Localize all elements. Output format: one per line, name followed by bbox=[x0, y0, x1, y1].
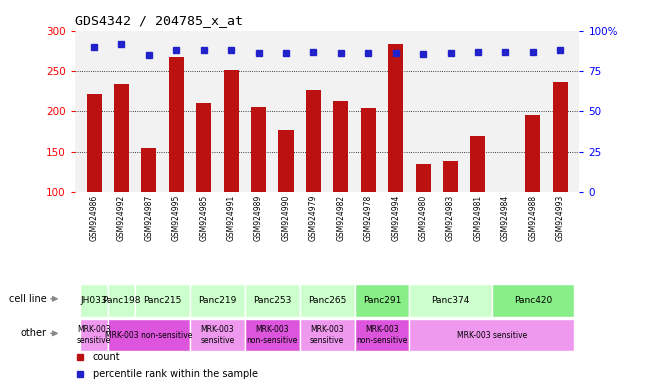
Bar bbox=[80, 319, 108, 351]
Bar bbox=[388, 45, 403, 192]
Bar bbox=[114, 84, 129, 192]
Text: GSM924990: GSM924990 bbox=[281, 195, 290, 241]
Text: GSM924992: GSM924992 bbox=[117, 195, 126, 241]
Bar bbox=[87, 94, 102, 192]
Text: GSM924986: GSM924986 bbox=[90, 195, 98, 241]
Text: MRK-003
non-sensitive: MRK-003 non-sensitive bbox=[247, 325, 298, 345]
Text: GSM924979: GSM924979 bbox=[309, 195, 318, 241]
Text: other: other bbox=[20, 328, 46, 338]
Text: GSM924987: GSM924987 bbox=[145, 195, 154, 241]
Bar bbox=[245, 319, 299, 351]
Text: MRK-003
non-sensitive: MRK-003 non-sensitive bbox=[356, 325, 408, 345]
Bar bbox=[443, 161, 458, 192]
Text: GSM924991: GSM924991 bbox=[227, 195, 236, 241]
Text: GSM924989: GSM924989 bbox=[254, 195, 263, 241]
Text: MRK-003
sensitive: MRK-003 sensitive bbox=[201, 325, 234, 345]
Text: MRK-003 sensitive: MRK-003 sensitive bbox=[456, 331, 527, 339]
Text: percentile rank within the sample: percentile rank within the sample bbox=[92, 369, 258, 379]
Bar bbox=[245, 284, 299, 317]
Bar bbox=[299, 284, 355, 317]
Text: GSM924985: GSM924985 bbox=[199, 195, 208, 241]
Text: GSM924978: GSM924978 bbox=[364, 195, 373, 241]
Bar bbox=[299, 319, 355, 351]
Text: GSM924980: GSM924980 bbox=[419, 195, 428, 241]
Bar bbox=[525, 115, 540, 192]
Text: GSM924982: GSM924982 bbox=[337, 195, 345, 241]
Bar bbox=[80, 284, 108, 317]
Bar bbox=[108, 319, 190, 351]
Text: Panc420: Panc420 bbox=[514, 296, 552, 305]
Text: Panc374: Panc374 bbox=[432, 296, 470, 305]
Bar bbox=[415, 164, 431, 192]
Text: GSM924988: GSM924988 bbox=[528, 195, 537, 241]
Text: MRK-003 non-sensitive: MRK-003 non-sensitive bbox=[105, 331, 193, 339]
Bar bbox=[169, 57, 184, 192]
Bar bbox=[333, 101, 348, 192]
Bar bbox=[355, 284, 409, 317]
Bar bbox=[306, 90, 321, 192]
Bar bbox=[361, 108, 376, 192]
Bar bbox=[409, 319, 574, 351]
Text: MRK-003
sensitive: MRK-003 sensitive bbox=[77, 325, 111, 345]
Text: cell line: cell line bbox=[8, 294, 46, 304]
Bar bbox=[471, 136, 486, 192]
Text: GSM924983: GSM924983 bbox=[446, 195, 455, 241]
Bar bbox=[251, 108, 266, 192]
Bar bbox=[223, 70, 239, 192]
Text: Panc215: Panc215 bbox=[143, 296, 182, 305]
Text: GSM924984: GSM924984 bbox=[501, 195, 510, 241]
Bar bbox=[409, 284, 492, 317]
Text: Panc198: Panc198 bbox=[102, 296, 141, 305]
Bar bbox=[492, 284, 574, 317]
Text: JH033: JH033 bbox=[81, 296, 107, 305]
Bar bbox=[190, 284, 245, 317]
Text: GDS4342 / 204785_x_at: GDS4342 / 204785_x_at bbox=[75, 14, 243, 27]
Text: GSM924993: GSM924993 bbox=[556, 195, 564, 241]
Text: GSM924981: GSM924981 bbox=[473, 195, 482, 241]
Bar bbox=[196, 103, 212, 192]
Text: count: count bbox=[92, 352, 120, 362]
Text: Panc219: Panc219 bbox=[199, 296, 236, 305]
Text: MRK-003
sensitive: MRK-003 sensitive bbox=[310, 325, 344, 345]
Text: Panc265: Panc265 bbox=[308, 296, 346, 305]
Bar bbox=[279, 130, 294, 192]
Bar bbox=[553, 82, 568, 192]
Text: GSM924995: GSM924995 bbox=[172, 195, 181, 241]
Text: GSM924994: GSM924994 bbox=[391, 195, 400, 241]
Bar bbox=[135, 284, 190, 317]
Bar bbox=[108, 284, 135, 317]
Text: Panc291: Panc291 bbox=[363, 296, 401, 305]
Bar bbox=[190, 319, 245, 351]
Bar bbox=[355, 319, 409, 351]
Bar bbox=[141, 148, 156, 192]
Text: Panc253: Panc253 bbox=[253, 296, 292, 305]
